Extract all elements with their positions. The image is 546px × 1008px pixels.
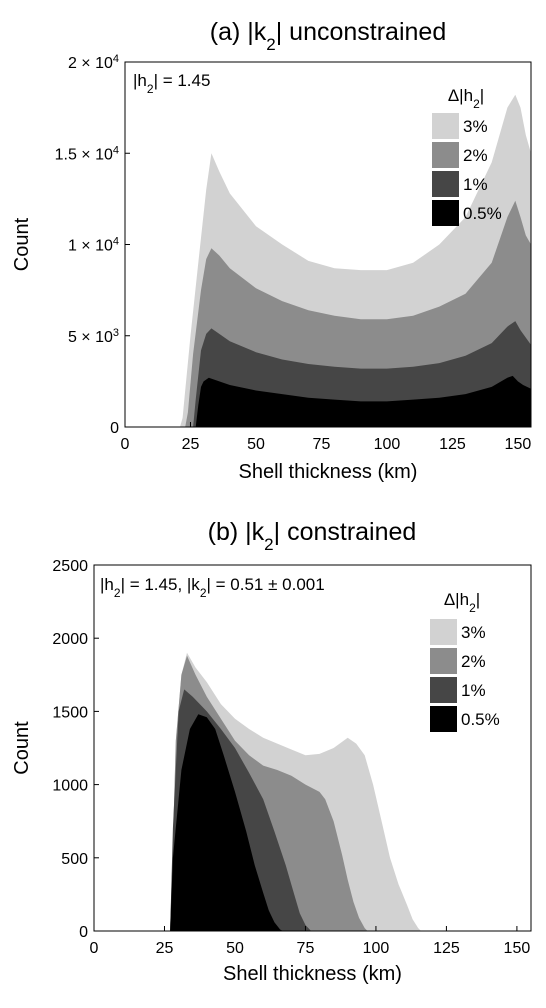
y-tick-label-part: 2500 bbox=[52, 558, 88, 575]
legend-swatch bbox=[432, 200, 459, 226]
x-tick-label: 75 bbox=[297, 940, 315, 957]
legend-title: Δ|h2| bbox=[444, 590, 480, 615]
x-tick-label: 50 bbox=[247, 436, 265, 453]
legend-label: 0.5% bbox=[461, 710, 500, 729]
y-tick-label: 1500 bbox=[52, 704, 88, 721]
legend-swatch bbox=[430, 648, 457, 674]
y-tick-label-part: 1.5 × 10 bbox=[55, 146, 113, 163]
y-tick-label: 0 bbox=[110, 420, 119, 437]
annotation-part: |h bbox=[100, 575, 114, 594]
annotation-sub: 2 bbox=[147, 82, 154, 96]
legend-swatch bbox=[430, 706, 457, 732]
y-tick-label-part: 2000 bbox=[52, 631, 88, 648]
y-tick-label: 1.5 × 104 bbox=[55, 144, 119, 163]
chart-title-sub: 2 bbox=[266, 35, 275, 54]
annotation: |h2| = 1.45, |k2| = 0.51 ± 0.001 bbox=[100, 575, 325, 600]
chart-title-part: | constrained bbox=[274, 518, 417, 546]
annotation-sub: 2 bbox=[200, 586, 207, 600]
legend-title-part: | bbox=[476, 590, 480, 609]
y-tick-label-exp: 4 bbox=[113, 53, 119, 65]
legend-swatch bbox=[432, 113, 459, 139]
legend-title-sub: 2 bbox=[473, 97, 480, 111]
y-tick-label: 500 bbox=[61, 851, 88, 868]
y-axis-label: Count bbox=[11, 721, 33, 775]
y-tick-label: 0 bbox=[79, 924, 88, 941]
x-axis-label: Shell thickness (km) bbox=[239, 461, 418, 483]
y-tick-label-part: 1 × 10 bbox=[68, 238, 113, 255]
plot-frame bbox=[93, 564, 532, 932]
y-axis-label: Count bbox=[11, 217, 33, 271]
y-tick-label-part: 0 bbox=[110, 420, 119, 437]
series-area-0.5pct bbox=[170, 714, 283, 931]
y-tick-label: 5 × 103 bbox=[68, 327, 119, 346]
x-tick-label: 0 bbox=[90, 940, 99, 957]
y-tick-label-part: 2 × 10 bbox=[68, 55, 113, 72]
y-tick-label: 2000 bbox=[52, 631, 88, 648]
annotation-part: | = 0.51 ± 0.001 bbox=[207, 575, 325, 594]
y-tick-label-part: 5 × 10 bbox=[68, 329, 113, 346]
y-tick-label: 1000 bbox=[52, 778, 88, 795]
legend-label: 3% bbox=[461, 623, 486, 642]
y-tick-label-exp: 3 bbox=[113, 327, 119, 339]
x-tick-label: 25 bbox=[182, 436, 200, 453]
y-tick-label-part: 1000 bbox=[52, 778, 88, 795]
chart-title: (a) |k2| unconstrained bbox=[210, 18, 446, 54]
x-tick-label: 125 bbox=[433, 940, 460, 957]
x-tick-label: 100 bbox=[374, 436, 401, 453]
x-tick-label: 100 bbox=[363, 940, 390, 957]
x-tick-label: 150 bbox=[505, 436, 532, 453]
x-tick-label: 0 bbox=[121, 436, 130, 453]
legend-label: 2% bbox=[461, 652, 486, 671]
x-tick-label: 125 bbox=[439, 436, 466, 453]
legend-swatch bbox=[432, 142, 459, 168]
chart-title-sub: 2 bbox=[264, 535, 273, 554]
y-tick-label-part: 1500 bbox=[52, 704, 88, 721]
legend-title-part: | bbox=[480, 86, 484, 105]
x-tick-label: 150 bbox=[504, 940, 531, 957]
chart-title: (b) |k2| constrained bbox=[208, 518, 417, 554]
chart-title-part: (a) |k bbox=[210, 18, 267, 46]
x-tick-label: 75 bbox=[313, 436, 331, 453]
annotation-part: | = 1.45, |k bbox=[121, 575, 201, 594]
legend-swatch bbox=[430, 619, 457, 645]
y-tick-label: 1 × 104 bbox=[68, 236, 119, 255]
series-area-0.5pct bbox=[195, 375, 531, 427]
legend-label: 1% bbox=[463, 175, 488, 194]
annotation-part: |h bbox=[133, 71, 147, 90]
legend-label: 3% bbox=[463, 117, 488, 136]
annotation-part: | = 1.45 bbox=[154, 71, 211, 90]
y-tick-label-exp: 4 bbox=[113, 144, 119, 156]
legend-title-part: Δ|h bbox=[444, 590, 469, 609]
annotation: |h2| = 1.45 bbox=[133, 71, 210, 96]
y-tick-label: 2500 bbox=[52, 558, 88, 575]
y-tick-label-exp: 4 bbox=[113, 236, 119, 248]
legend-title: Δ|h2| bbox=[448, 86, 484, 111]
legend-title-part: Δ|h bbox=[448, 86, 473, 105]
legend-label: 2% bbox=[463, 146, 488, 165]
legend-label: 1% bbox=[461, 681, 486, 700]
legend-title-sub: 2 bbox=[469, 601, 476, 615]
annotation-sub: 2 bbox=[114, 586, 121, 600]
legend-swatch bbox=[432, 171, 459, 197]
x-tick-label: 50 bbox=[226, 940, 244, 957]
legend-swatch bbox=[430, 677, 457, 703]
x-axis-label: Shell thickness (km) bbox=[223, 963, 402, 985]
y-tick-label-part: 500 bbox=[61, 851, 88, 868]
x-tick-label: 25 bbox=[156, 940, 174, 957]
chart-title-part: (b) |k bbox=[208, 518, 265, 546]
y-tick-label-part: 0 bbox=[79, 924, 88, 941]
y-tick-label: 2 × 104 bbox=[68, 53, 119, 72]
chart-title-part: | unconstrained bbox=[276, 18, 447, 46]
legend-label: 0.5% bbox=[463, 204, 502, 223]
